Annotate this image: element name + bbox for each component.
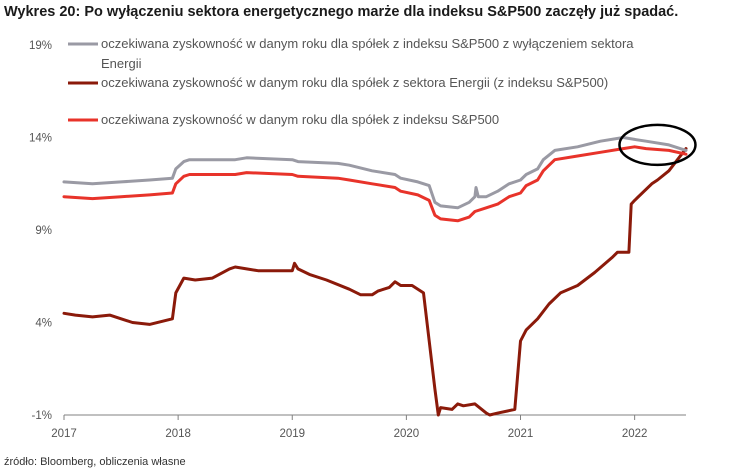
x-tick-label: 2020 [394, 428, 420, 440]
y-axis-tick-labels: -1% 4% 9% 14% 19% [29, 40, 52, 422]
legend-label: oczekiwana zyskowność w danym roku dla s… [101, 75, 608, 90]
y-tick-label: 9% [35, 225, 52, 237]
source-note: źródło: Bloomberg, obliczenia własne [4, 456, 186, 468]
y-tick-label: 14% [29, 133, 52, 145]
chart-axes [63, 414, 686, 420]
x-tick-label: 2019 [279, 428, 305, 440]
series-line-sp500 [62, 145, 688, 223]
x-tick-label: 2022 [622, 428, 648, 440]
legend-item-sp500-ex-energy: oczekiwana zyskowność w danym roku dla s… [68, 36, 634, 71]
legend-label: Energii [101, 56, 142, 71]
legend-label: oczekiwana zyskowność w danym roku dla s… [101, 36, 634, 51]
legend-item-sp500: oczekiwana zyskowność w danym roku dla s… [68, 112, 499, 127]
legend-label: oczekiwana zyskowność w danym roku dla s… [101, 112, 499, 127]
series-line-energy-sector [62, 147, 688, 417]
y-tick-label: 19% [29, 40, 52, 52]
annotation-ellipse [618, 123, 697, 167]
y-tick-label: 4% [35, 318, 52, 330]
x-tick-label: 2021 [508, 428, 534, 440]
x-axis-tick-labels: 2017 2018 2019 2020 2021 2022 [51, 428, 647, 440]
y-tick-label: -1% [32, 410, 52, 422]
legend: oczekiwana zyskowność w danym roku dla s… [68, 36, 634, 127]
x-tick-label: 2017 [51, 428, 77, 440]
series-lines [62, 136, 688, 417]
chart-title: Wykres 20: Po wyłączeniu sektora energet… [4, 4, 679, 20]
series-line-sp500-ex-energy [62, 136, 688, 210]
x-tick-label: 2018 [165, 428, 191, 440]
annotation [618, 123, 697, 167]
legend-item-energy-sector: oczekiwana zyskowność w danym roku dla s… [68, 75, 608, 90]
